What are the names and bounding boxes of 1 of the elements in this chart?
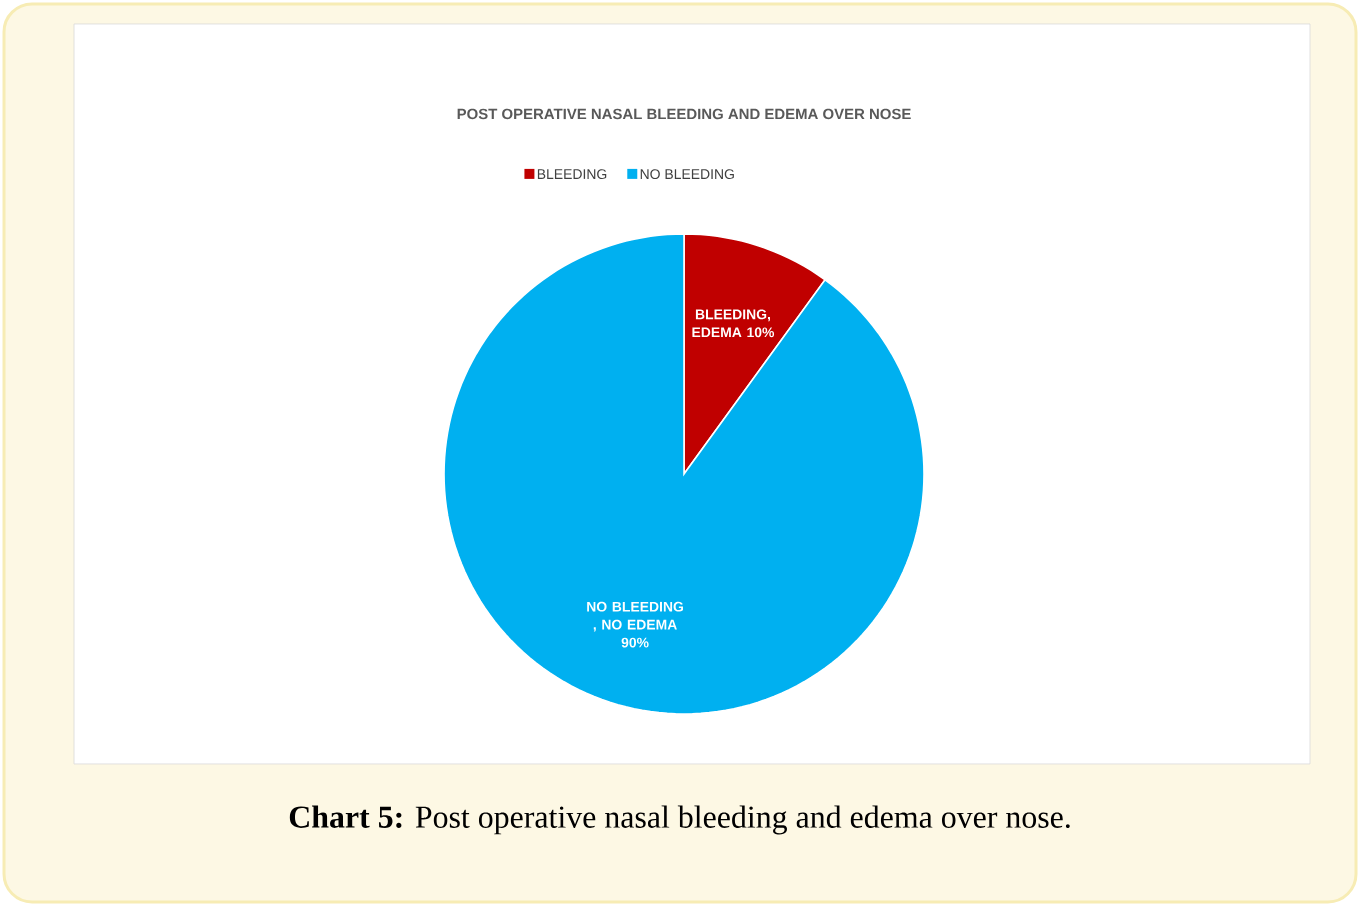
text: Chart 5: Post operative nasal bleeding and edema over nose.	[289, 805, 1070, 835]
